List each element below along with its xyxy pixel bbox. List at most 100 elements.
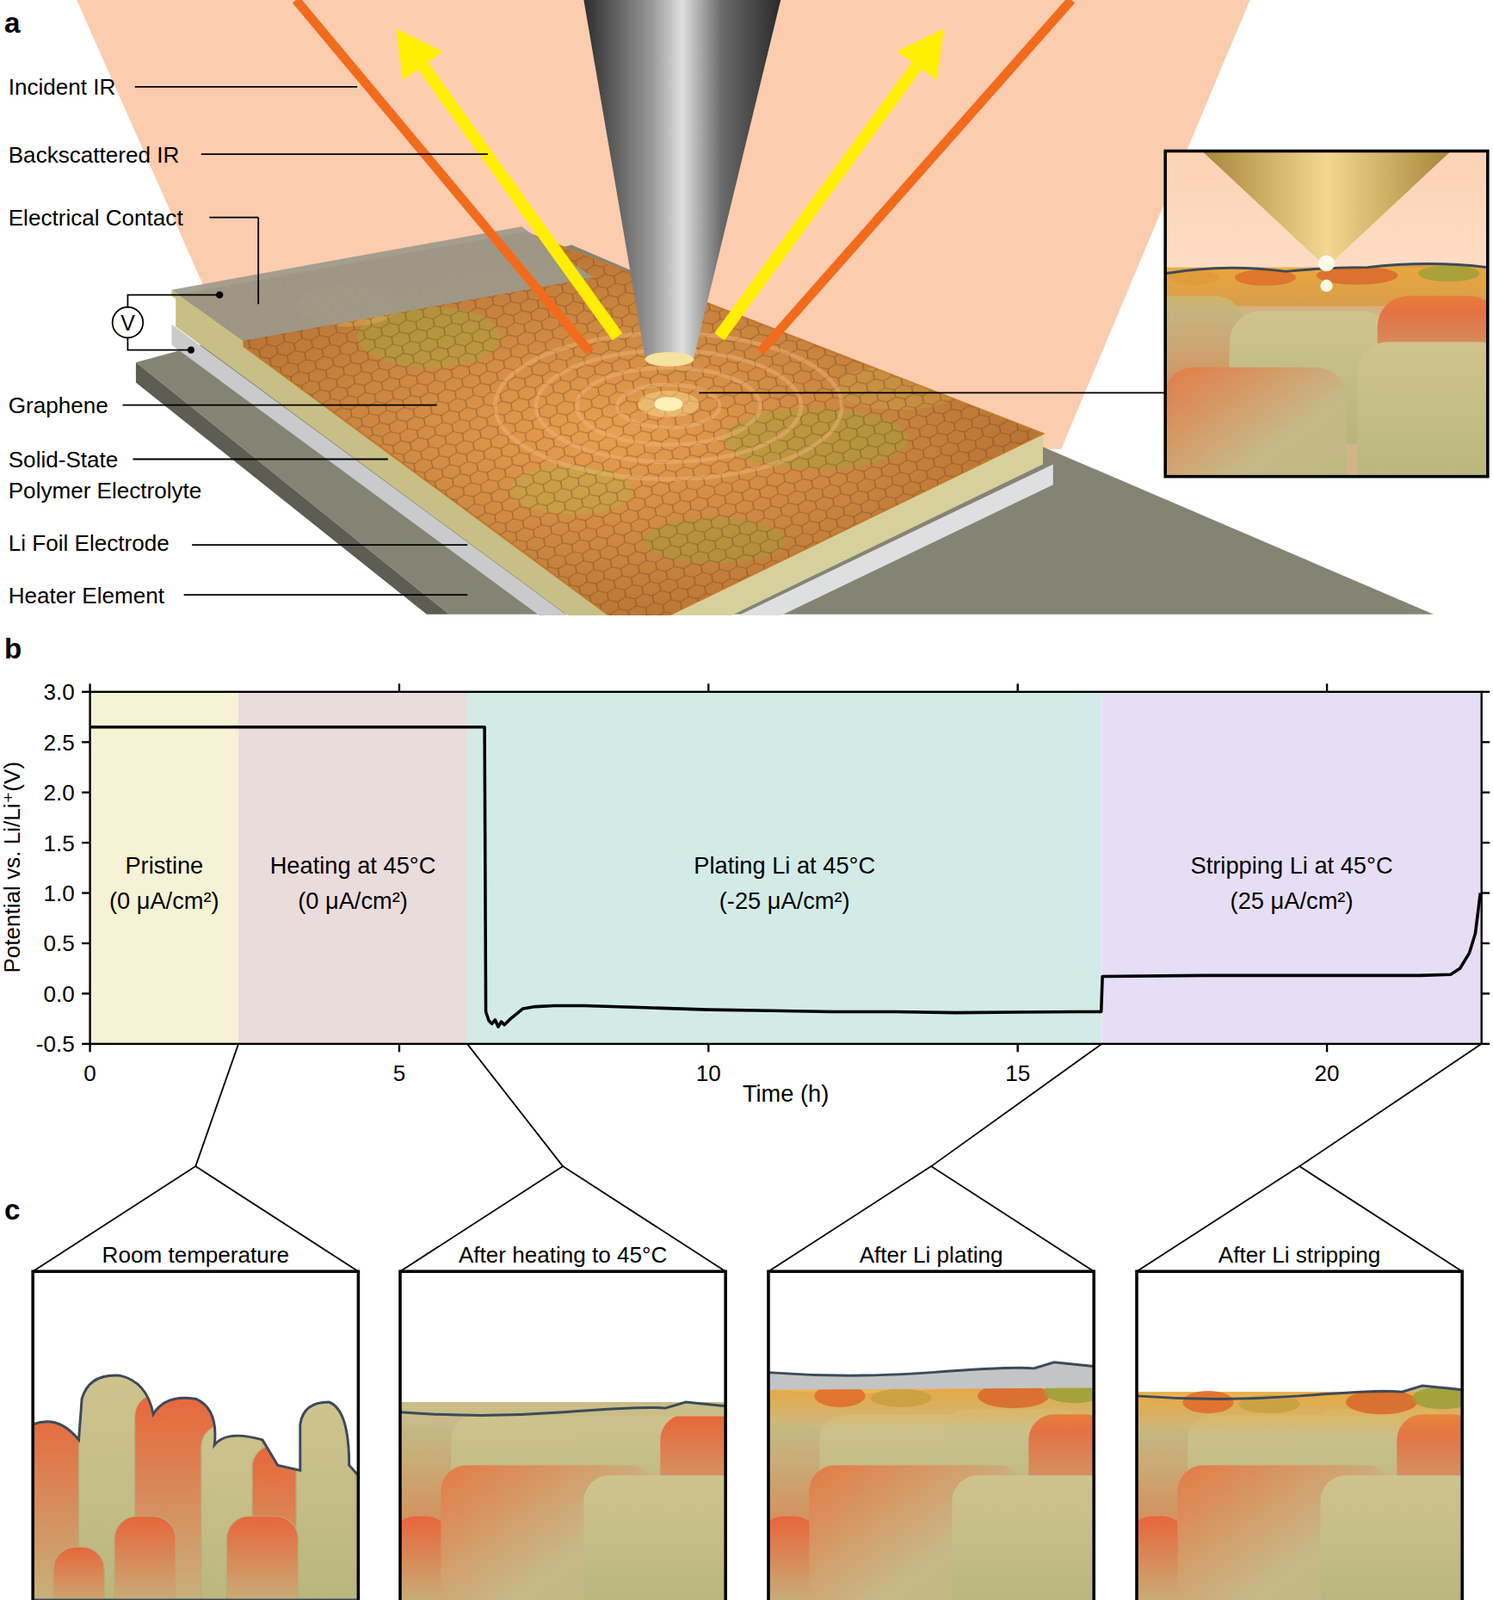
zoom-bracket bbox=[32, 1166, 358, 1271]
incident-ir bbox=[760, 0, 1073, 352]
inset bbox=[1165, 150, 1488, 476]
tip-apex bbox=[645, 351, 695, 367]
grain bbox=[1320, 1474, 1463, 1600]
leader bbox=[191, 543, 468, 546]
surface-outline bbox=[32, 1375, 358, 1600]
lithium-layer bbox=[768, 1362, 1094, 1390]
zoom-bracket bbox=[768, 1166, 1094, 1271]
y-tick-label: 2.5 bbox=[43, 729, 75, 756]
y-tick bbox=[81, 942, 90, 944]
wire-dot bbox=[187, 346, 195, 354]
x-tick-label: 5 bbox=[393, 1060, 407, 1086]
surface-outline bbox=[768, 1362, 1094, 1376]
x-tick bbox=[1326, 1043, 1328, 1052]
x-tick-label: 0 bbox=[83, 1060, 97, 1086]
stage-title: Room temperature bbox=[102, 1241, 290, 1268]
grain-top bbox=[400, 1401, 726, 1417]
leader bbox=[209, 216, 259, 219]
arrow-head bbox=[896, 28, 944, 81]
interphase-patch bbox=[1182, 1390, 1234, 1413]
inset-grain bbox=[1165, 367, 1347, 477]
ripple bbox=[494, 333, 842, 479]
y-tick-right bbox=[1481, 841, 1490, 844]
canvas: VIncident IRBackscattered IRElectrical C… bbox=[0, 0, 1493, 1600]
component-label: Heater Element bbox=[8, 582, 166, 609]
wire bbox=[127, 295, 220, 308]
x-tick-top bbox=[707, 683, 710, 691]
x-tick-label: 10 bbox=[696, 1060, 722, 1086]
y-tick bbox=[81, 891, 90, 894]
y-tick-label: 3.0 bbox=[43, 678, 75, 705]
y-tick-label: 1.5 bbox=[43, 830, 75, 857]
stage-frame bbox=[400, 1270, 726, 1600]
pillar bbox=[114, 1516, 176, 1600]
x-tick bbox=[707, 1043, 710, 1052]
region-sublabel: (0 μA/cm²) bbox=[109, 887, 220, 914]
y-axis-label: Potential vs. Li/Li⁺(V) bbox=[0, 761, 25, 974]
region-label: Stripping Li at 45°C bbox=[1190, 851, 1394, 879]
leader bbox=[135, 86, 358, 88]
region-label: Plating Li at 45°C bbox=[693, 851, 876, 879]
zoom-connector bbox=[931, 1043, 1102, 1167]
tip-glow bbox=[637, 390, 699, 418]
inset-grain bbox=[1357, 341, 1488, 476]
component-label: Li Foil Electrode bbox=[8, 530, 170, 556]
backscattered-ir bbox=[422, 66, 617, 338]
y-tick-label: 0.5 bbox=[43, 930, 75, 957]
x-tick bbox=[398, 1043, 401, 1052]
surface-outline bbox=[1136, 1385, 1463, 1399]
region bbox=[238, 691, 468, 1044]
y-tick bbox=[81, 791, 90, 794]
x-tick-top bbox=[398, 683, 401, 691]
y-tick bbox=[81, 992, 90, 994]
region bbox=[1101, 691, 1481, 1044]
inset-tip bbox=[1202, 150, 1451, 267]
leader bbox=[184, 593, 469, 596]
y-tick-right bbox=[1481, 992, 1490, 994]
stage-title: After Li stripping bbox=[1218, 1241, 1381, 1268]
x-tick bbox=[88, 1043, 91, 1052]
component-label: Solid-State bbox=[8, 446, 119, 473]
panel-letter: b bbox=[4, 632, 22, 665]
stage-frame bbox=[768, 1270, 1094, 1600]
x-tick-top bbox=[1016, 683, 1018, 691]
surface-outline bbox=[400, 1401, 726, 1415]
stage-title: After heating to 45°C bbox=[458, 1241, 667, 1268]
zoom-bracket bbox=[400, 1166, 726, 1271]
wire bbox=[127, 337, 192, 350]
x-axis-label: Time (h) bbox=[742, 1079, 829, 1107]
stage-box bbox=[32, 1373, 358, 1600]
afm-tip bbox=[583, 0, 781, 358]
inset-glow bbox=[1318, 254, 1335, 272]
component-label: Electrical Contact bbox=[8, 204, 185, 231]
incident-ir bbox=[296, 0, 590, 352]
y-tick-right bbox=[1481, 740, 1490, 743]
stage-frame bbox=[32, 1270, 358, 1600]
inset-patch bbox=[1418, 265, 1480, 282]
y-tick-right bbox=[1481, 791, 1490, 794]
zoom-connector bbox=[195, 1043, 239, 1167]
leader bbox=[132, 458, 388, 461]
stage-box bbox=[400, 1401, 726, 1600]
ripple bbox=[617, 384, 721, 428]
inset-glow bbox=[1320, 279, 1333, 292]
wire-dot bbox=[215, 290, 223, 298]
ripple bbox=[536, 350, 802, 462]
leader bbox=[698, 392, 1166, 395]
region-label: Pristine bbox=[124, 851, 204, 879]
arrow-head bbox=[395, 28, 443, 81]
pillar bbox=[226, 1516, 298, 1600]
region bbox=[467, 691, 1102, 1044]
leader bbox=[201, 153, 488, 155]
y-tick bbox=[81, 841, 90, 844]
panel-letter: a bbox=[4, 6, 21, 39]
component-label: Backscattered IR bbox=[8, 141, 180, 168]
pillar bbox=[53, 1546, 105, 1600]
grain bbox=[951, 1474, 1094, 1600]
ripple bbox=[576, 367, 760, 445]
x-tick bbox=[1016, 1043, 1018, 1052]
panel-letter: c bbox=[4, 1193, 20, 1226]
y-tick-right bbox=[1481, 1042, 1490, 1045]
y-tick-right bbox=[1481, 690, 1490, 693]
component-label: Graphene bbox=[8, 392, 109, 419]
